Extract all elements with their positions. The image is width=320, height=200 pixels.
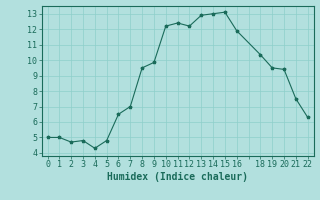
X-axis label: Humidex (Indice chaleur): Humidex (Indice chaleur) (107, 172, 248, 182)
